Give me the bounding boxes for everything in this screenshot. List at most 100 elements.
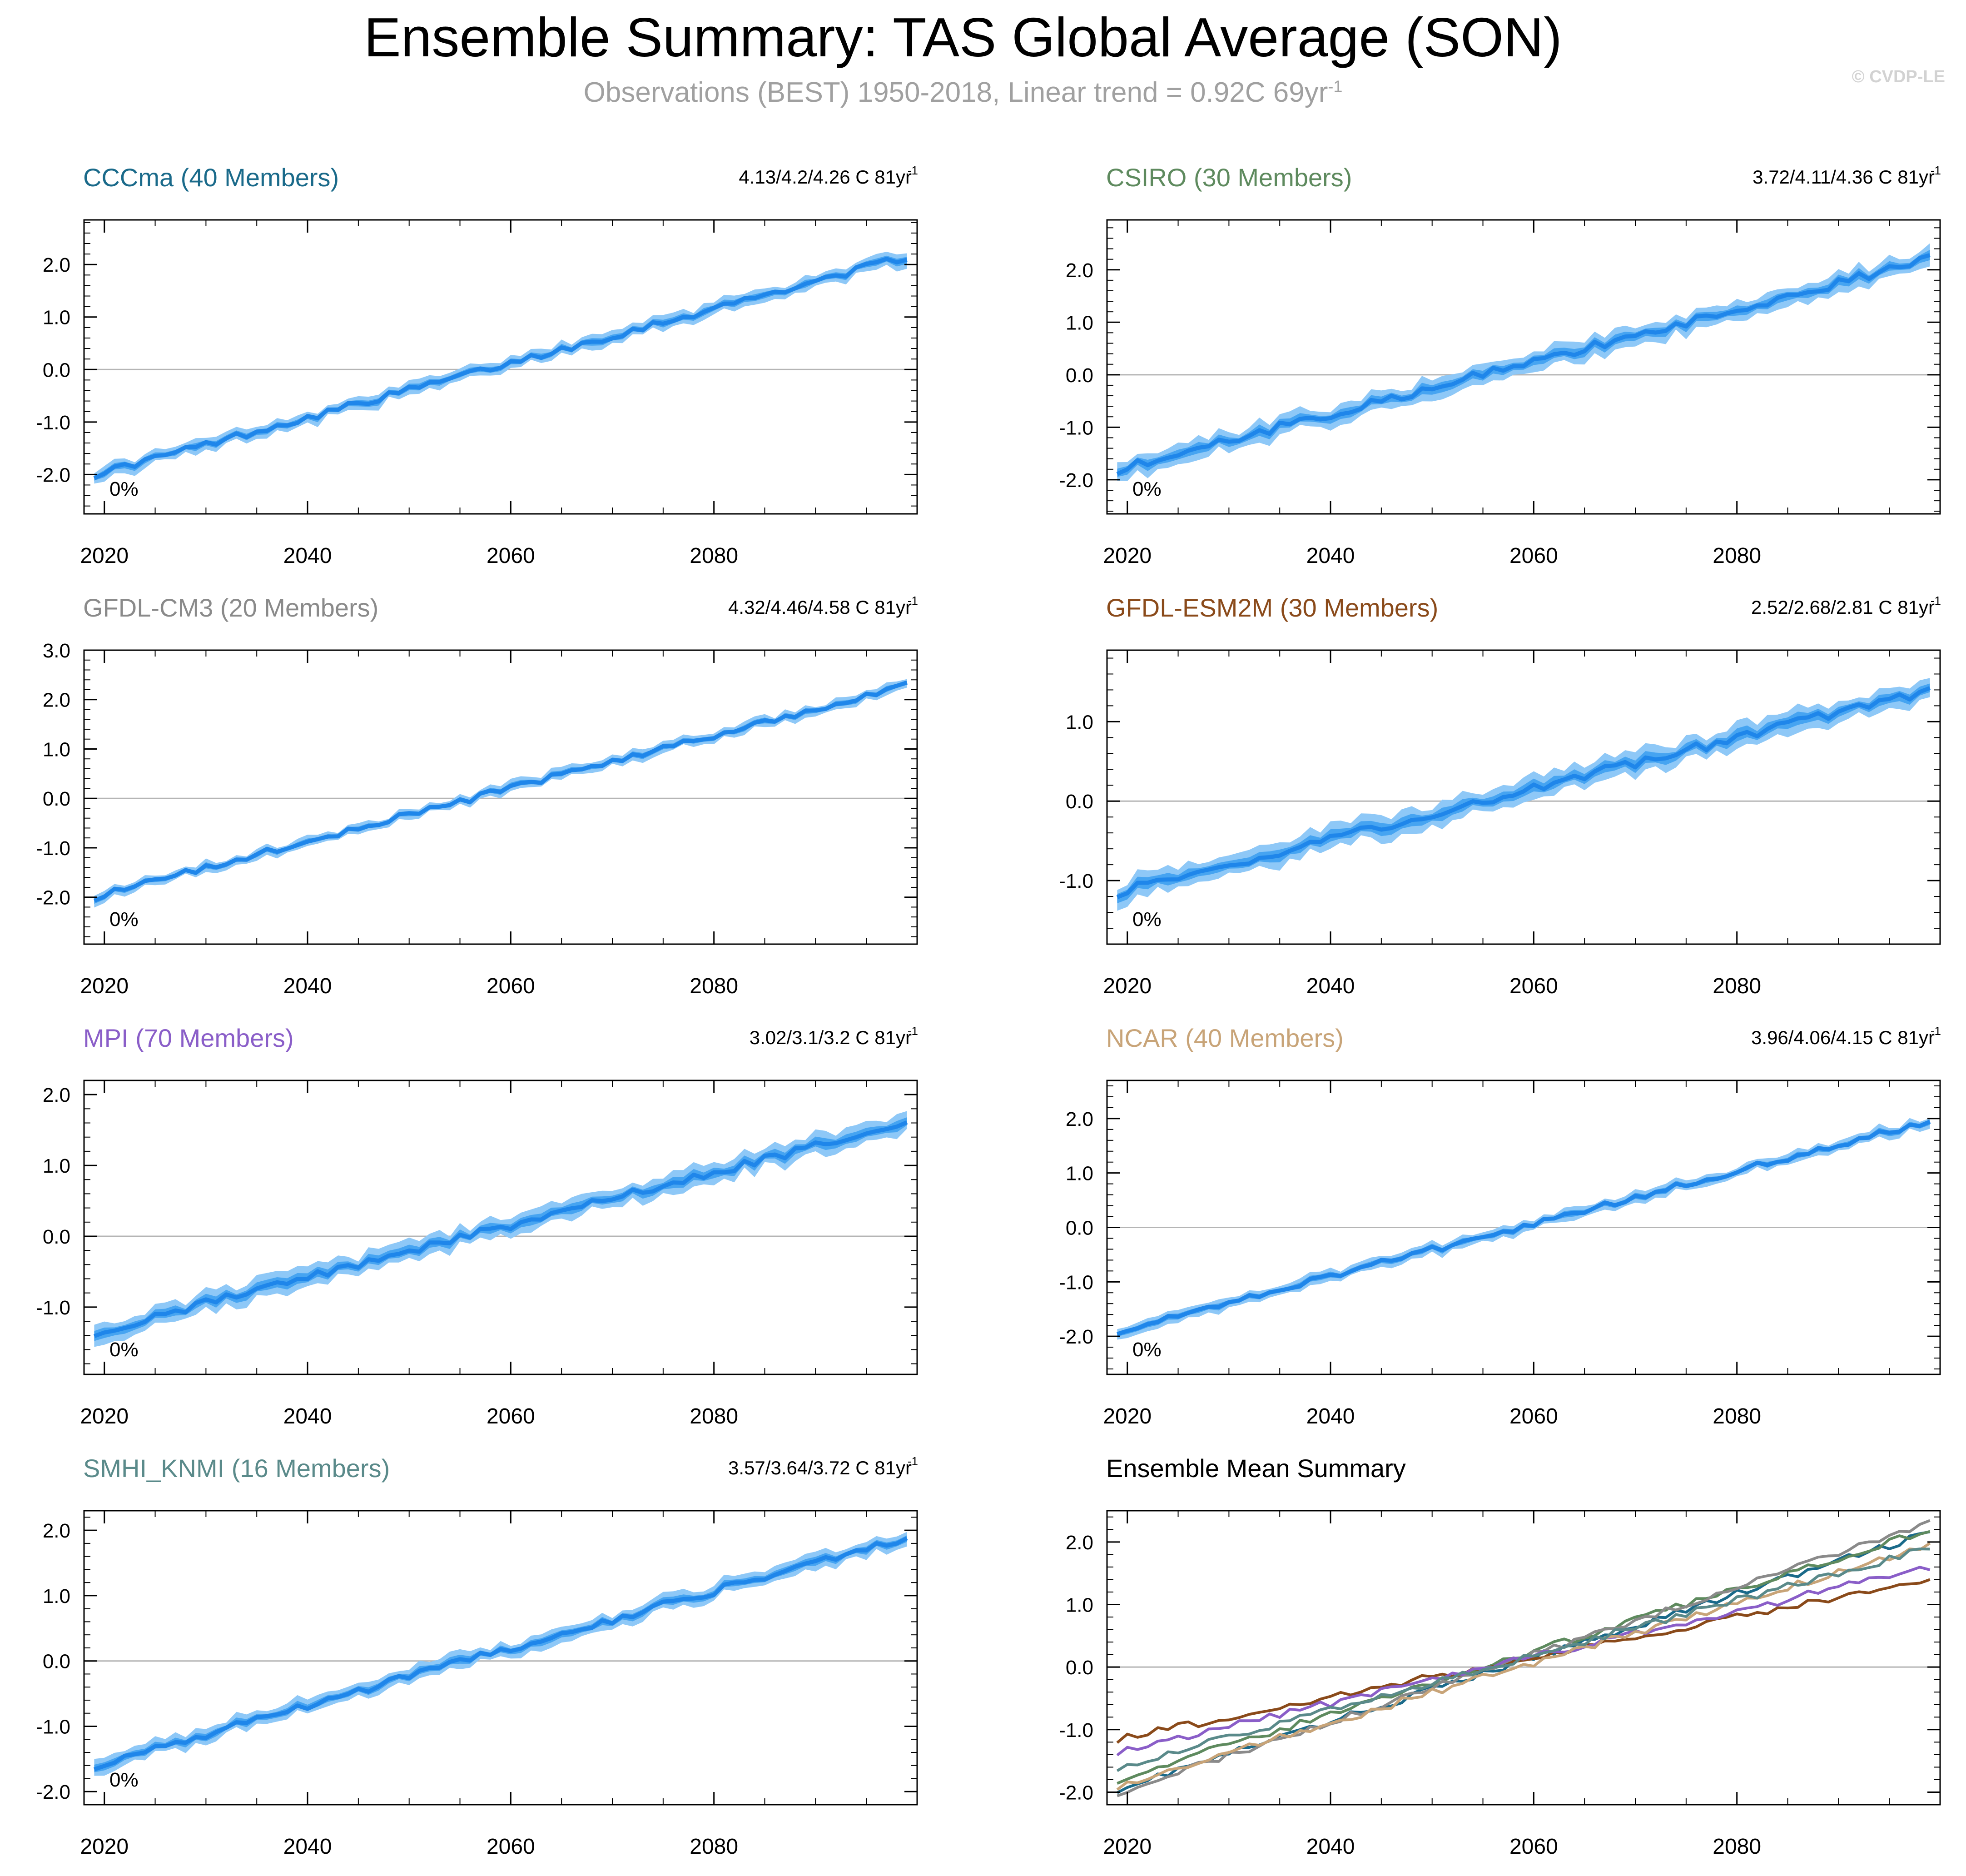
panel-title: CCCma (40 Members)	[83, 163, 339, 192]
x-tick-label: 2060	[1509, 974, 1558, 998]
ensemble-mean-line	[1116, 253, 1931, 476]
trend-superscript: -1	[1931, 594, 1941, 607]
plot-frame	[83, 219, 918, 515]
y-tick-label: 0.0	[43, 359, 70, 381]
ensemble-mean-line	[93, 1536, 908, 1772]
chart-panel-6: SMHI_KNMI (16 Members) 3.57/3.64/3.72 C 8…	[36, 1454, 918, 1859]
y-tick-label: 2.0	[43, 1084, 70, 1106]
ensemble-mean-line	[1117, 1120, 1931, 1336]
y-tick-label: 0.0	[1066, 1217, 1093, 1239]
x-tick-label: 2080	[690, 1404, 738, 1428]
y-tick-label: 0.0	[1066, 791, 1093, 813]
y-tick-label: 1.0	[1066, 711, 1093, 733]
chart-panel-0: CCCma (40 Members) 4.13/4.2/4.26 C 81yr-1…	[36, 163, 918, 568]
series-line-smhi_knmi	[1116, 1548, 1930, 1772]
chart-panel-4: MPI (70 Members) 3.02/3.1/3.2 C 81yr-1 0% -…	[36, 1024, 918, 1428]
subtitle-superscript: -1	[1328, 77, 1343, 96]
ensemble-range-band	[94, 1532, 907, 1776]
trend-superscript: -1	[908, 1454, 918, 1468]
chart-panel-3: GFDL-ESM2M (30 Members) 2.52/2.68/2.81 C …	[1059, 593, 1941, 998]
trend-superscript: -1	[908, 164, 918, 177]
y-tick-label: -1.0	[1059, 1719, 1093, 1742]
x-tick-label: 2020	[80, 544, 129, 568]
series-line-gfdl-esm2m	[1116, 1578, 1931, 1744]
y-tick-label: 2.0	[43, 1520, 70, 1542]
ensemble-mean-line	[93, 680, 908, 903]
subtitle: Observations (BEST) 1950-2018, Linear tr…	[0, 76, 1926, 109]
x-tick-label: 2060	[1509, 544, 1558, 568]
x-tick-label: 2020	[80, 1404, 129, 1428]
panel-title: CSIRO (30 Members)	[1106, 163, 1352, 192]
panel-title: GFDL-CM3 (20 Members)	[83, 593, 378, 622]
y-tick-label: -1.0	[1059, 417, 1093, 439]
plot-frame	[1106, 1510, 1941, 1806]
series-line-csiro	[1117, 1530, 1931, 1785]
y-tick-label: 3.0	[43, 640, 70, 662]
y-tick-label: 1.0	[43, 1155, 70, 1177]
trend-label: 3.72/4.11/4.36 C 81yr	[1753, 166, 1935, 188]
y-tick-label: -1.0	[36, 1716, 70, 1738]
series-line-mpi	[1116, 1566, 1931, 1757]
x-tick-label: 2080	[1713, 544, 1761, 568]
y-tick-label: 1.0	[1066, 1163, 1093, 1185]
x-tick-label: 2060	[1509, 1835, 1558, 1859]
y-tick-label: -2.0	[36, 887, 70, 909]
panel-title: GFDL-ESM2M (30 Members)	[1106, 593, 1438, 622]
y-tick-label: 2.0	[43, 254, 70, 276]
x-tick-label: 2020	[1103, 544, 1152, 568]
ensemble-iqr-band	[94, 1117, 907, 1341]
ensemble-mean-line	[93, 1120, 908, 1339]
x-tick-label: 2020	[1103, 1404, 1152, 1428]
x-tick-label: 2040	[283, 1835, 332, 1859]
plot-frame	[83, 649, 918, 945]
percent-annotation: 0%	[109, 1769, 139, 1791]
y-tick-label: -2.0	[1059, 1781, 1093, 1804]
ensemble-mean-line	[93, 257, 908, 480]
x-tick-label: 2020	[1103, 1835, 1152, 1859]
x-tick-label: 2020	[1103, 974, 1152, 998]
y-tick-label: 0.0	[43, 1651, 70, 1673]
percent-annotation: 0%	[109, 478, 139, 500]
plot-frame	[83, 1510, 918, 1806]
main-title: Ensemble Summary: TAS Global Average (SO…	[364, 6, 1562, 68]
percent-annotation: 0%	[1132, 1339, 1162, 1361]
plot-frame	[1106, 649, 1941, 945]
x-tick-label: 2080	[1713, 1835, 1761, 1859]
panel-title: Ensemble Mean Summary	[1106, 1454, 1406, 1483]
y-tick-label: -1.0	[1059, 1271, 1093, 1294]
trend-label: 3.96/4.06/4.15 C 81yr	[1751, 1027, 1935, 1048]
panel-title: SMHI_KNMI (16 Members)	[83, 1454, 390, 1483]
y-tick-label: 1.0	[1066, 312, 1093, 334]
trend-superscript: -1	[908, 594, 918, 607]
y-tick-label: -1.0	[36, 1297, 70, 1319]
x-tick-label: 2040	[1306, 974, 1355, 998]
x-tick-label: 2040	[283, 1404, 332, 1428]
y-tick-label: 2.0	[1066, 1532, 1093, 1554]
panel-title: NCAR (40 Members)	[1106, 1024, 1344, 1052]
y-tick-label: -2.0	[36, 464, 70, 486]
percent-annotation: 0%	[109, 1339, 139, 1361]
x-tick-label: 2080	[690, 974, 738, 998]
y-tick-label: 1.0	[43, 738, 70, 761]
y-tick-label: -2.0	[36, 1781, 70, 1803]
y-tick-label: 2.0	[43, 689, 70, 712]
y-tick-label: 2.0	[1066, 1108, 1093, 1130]
x-tick-label: 2040	[1306, 1835, 1355, 1859]
chart-panel-2: GFDL-CM3 (20 Members) 4.32/4.46/4.58 C 81…	[36, 593, 918, 998]
x-tick-label: 2080	[1713, 1404, 1761, 1428]
percent-annotation: 0%	[1132, 908, 1162, 931]
x-tick-label: 2080	[1713, 974, 1761, 998]
credit-watermark: © CVDP-LE	[1852, 67, 1945, 86]
ensemble-mean-line	[1116, 686, 1931, 899]
y-tick-label: 2.0	[1066, 259, 1093, 282]
ensemble-range-band	[1117, 243, 1930, 481]
trend-label: 2.52/2.68/2.81 C 81yr	[1751, 597, 1935, 618]
trend-superscript: -1	[908, 1024, 918, 1038]
trend-label: 4.13/4.2/4.26 C 81yr	[739, 166, 912, 188]
x-tick-label: 2060	[487, 1835, 535, 1859]
y-tick-label: -1.0	[36, 837, 70, 860]
trend-label: 4.32/4.46/4.58 C 81yr	[728, 597, 912, 618]
y-tick-label: -1.0	[1059, 870, 1093, 892]
x-tick-label: 2080	[690, 1835, 738, 1859]
